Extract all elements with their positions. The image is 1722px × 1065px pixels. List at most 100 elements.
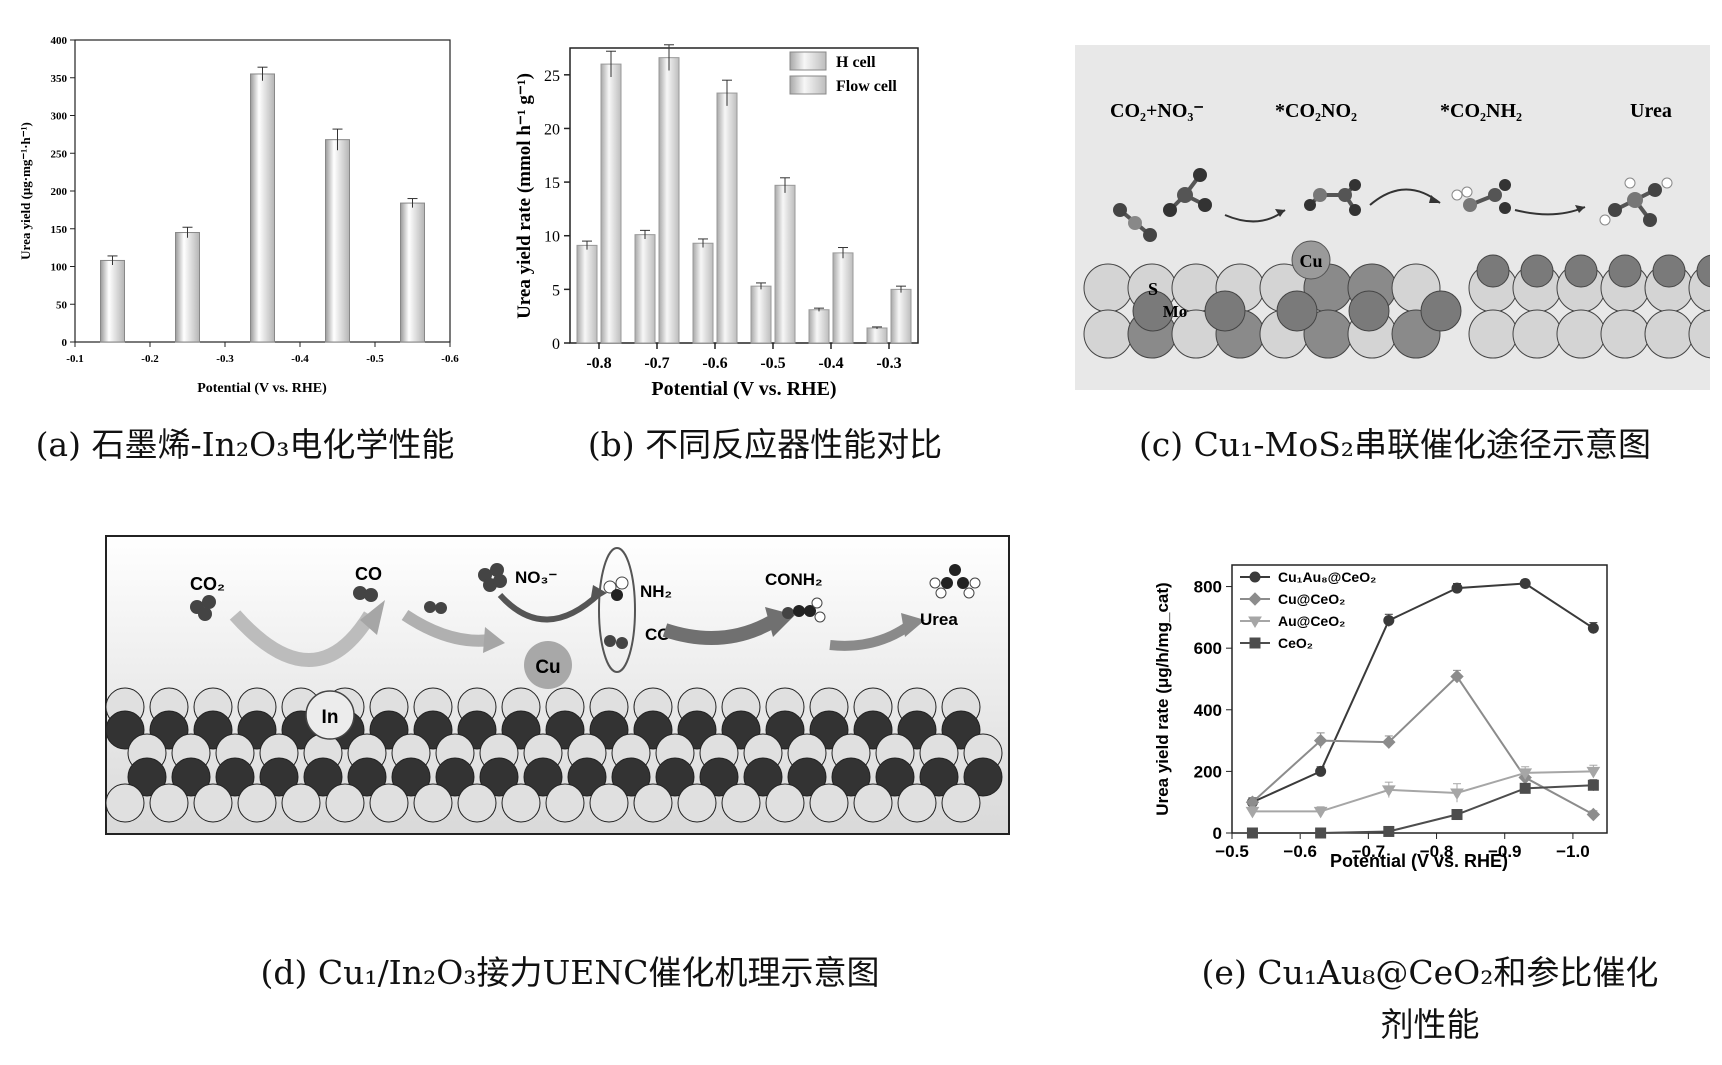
panel-e-xtick-label: −0.8 (1420, 842, 1454, 861)
slab-atom (193, 783, 233, 823)
slab-atom (523, 757, 563, 797)
panel-a-ytick-label: 0 (62, 337, 68, 349)
label-nh2: NH₂ (640, 582, 672, 601)
panel-b-ytick-label: 10 (544, 229, 560, 246)
panel-b-xtick-label: -0.4 (818, 355, 843, 372)
panel-b-legend: H cell Flow cell (789, 51, 897, 95)
panel-e-marker (1246, 827, 1258, 839)
slab-atom (1600, 309, 1650, 359)
panel-e-marker (1450, 669, 1464, 684)
panel-b-xtick-label: -0.3 (876, 355, 901, 372)
panel-a-xlabel: Potential (V vs. RHE) (197, 381, 327, 396)
cu-atom-d (524, 641, 572, 689)
slab-atom (303, 757, 343, 797)
panel-e-ytick-label: 800 (1194, 578, 1222, 597)
panel-e-ytick-label: 600 (1194, 639, 1222, 658)
slab-atom (831, 757, 871, 797)
panel-b-ytick-label: 0 (552, 336, 560, 353)
mo-atom (1564, 254, 1598, 288)
panel-a-ytick-label: 50 (56, 299, 68, 311)
slab-atom (171, 757, 211, 797)
co2-molecule-d (190, 595, 216, 621)
panel-b-chart: 0 5 10 15 20 25 -0.8 -0.7 -0.6 -0.5 -0.4 -0.3 H ce… (514, 44, 919, 400)
arrowhead-co2-to-co (360, 600, 385, 635)
label-co-2: CO (645, 625, 671, 644)
nh2-fragment (603, 576, 629, 601)
panel-e-marker (1313, 733, 1328, 748)
arrowhead-no3 (590, 585, 607, 603)
urea-molecule (1599, 177, 1673, 227)
slab-atom (589, 783, 629, 823)
panel-e-marker (1587, 779, 1599, 791)
panel-b-bar-flow-cell (832, 252, 854, 344)
slab-atom (1512, 309, 1562, 359)
cu-atom-d-label: Cu (535, 657, 560, 678)
panel-b-bar-flow-cell (600, 63, 622, 344)
slab-atom (677, 783, 717, 823)
panel-b-xtick-label: -0.7 (644, 355, 669, 372)
panel-e-marker (1249, 571, 1261, 583)
panel-a-ytick-label: 100 (51, 262, 68, 274)
slab-atom (413, 783, 453, 823)
caption-b: (b) 不同反应器性能对比 (587, 425, 943, 464)
slab-atom (237, 783, 277, 823)
legend-label-flow-cell: Flow cell (836, 78, 897, 95)
panel-a-ytick-label: 350 (51, 73, 68, 85)
s-atom-label: S (1148, 279, 1158, 299)
label-co2: CO₂ (190, 574, 225, 594)
panel-c-diagram: CO₂+NO₃⁻ *CO₂NO₂ *CO₂NH₂ Urea (1075, 45, 1710, 390)
label-urea-d: Urea (920, 610, 958, 629)
panel-e-xtick-label: −0.7 (1352, 842, 1386, 861)
panel-e-marker (1383, 825, 1395, 837)
panel-e-marker (1381, 785, 1396, 797)
panel-e-chart: 0 200 400 600 800 −0.5 −0.6 −0.7 −0.8 −0.9 −1.0 C… (1153, 564, 1608, 871)
slab-atom (875, 757, 915, 797)
panel-b-bar-h-cell (576, 244, 598, 344)
mo-atom (1420, 290, 1462, 332)
slab-atom (127, 757, 167, 797)
panel-b-bar-h-cell (866, 327, 888, 344)
in-atom-label: In (322, 707, 339, 728)
no3-molecule (1163, 168, 1212, 217)
panel-e-series-line (1252, 784, 1594, 834)
panel-e-marker (1248, 616, 1262, 628)
slab-atom (1644, 309, 1694, 359)
panel-e-series-line (1252, 770, 1594, 813)
slab-atom (325, 783, 365, 823)
mo-atom-label: Mo (1163, 302, 1188, 321)
panel-e-marker (1586, 766, 1601, 779)
slab-atom (897, 783, 937, 823)
panel-e-marker (1518, 768, 1533, 780)
panel-e-legend: Cu₁Au₈@CeO₂ Cu@CeO₂ Au@CeO₂ CeO₂ (1240, 569, 1376, 651)
arrow-co2-to-co (229, 610, 376, 667)
panel-a-ytick-label: 400 (51, 35, 68, 47)
legend-swatch-h-cell (789, 51, 827, 71)
panel-e-marker (1315, 827, 1327, 839)
panel-e-marker (1315, 765, 1327, 777)
slab-atom (699, 757, 739, 797)
panel-e-xtick-label: −0.5 (1215, 842, 1249, 861)
slab-atom (457, 783, 497, 823)
label-no3: NO₃⁻ (515, 568, 557, 587)
slab-atom (963, 757, 1003, 797)
slab-atom (369, 783, 409, 823)
slab-atom (919, 757, 959, 797)
panel-b-bar-h-cell (634, 234, 656, 344)
slab-atom (259, 757, 299, 797)
mo-atom (1696, 254, 1710, 288)
panel-e-marker (1248, 592, 1262, 606)
panel-a-xtick-label: -0.5 (366, 353, 384, 365)
slab-atom (501, 783, 541, 823)
slab-atom (765, 783, 805, 823)
slab-atom (655, 757, 695, 797)
panel-e-marker (1382, 735, 1396, 749)
caption-e-line1: (e) Cu₁Au₈@CeO₂和参比催化 (1201, 953, 1659, 992)
panel-b-bar-h-cell (692, 242, 714, 344)
slab-atom (391, 757, 431, 797)
panel-e-xtick-label: −1.0 (1556, 842, 1590, 861)
arrow-no3-to-nh2 (497, 590, 603, 623)
slab-atom (215, 757, 255, 797)
label-co2no2: *CO₂NO₂ (1275, 100, 1357, 122)
panel-b-ylabel: Urea yield rate (mmol h⁻¹ g⁻¹) (514, 73, 535, 319)
caption-e-line2: 剂性能 (1380, 1005, 1480, 1044)
